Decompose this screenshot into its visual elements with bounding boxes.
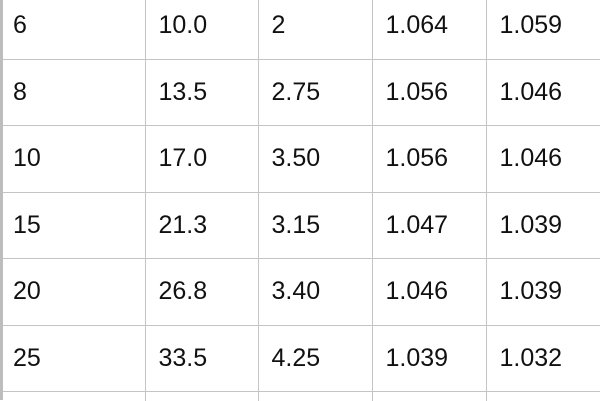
table-cell [371, 391, 487, 401]
table-cell: 2 [257, 0, 373, 60]
table-row: 20 26.8 3.40 1.046 1.039 [0, 258, 600, 326]
table-cell: 21.3 [144, 191, 259, 259]
table-cell: 15 [0, 191, 146, 259]
table-row: 25 33.5 4.25 1.039 1.032 [0, 324, 600, 392]
table-row: 8 13.5 2.75 1.056 1.046 [0, 58, 600, 126]
table-row: 15 21.3 3.15 1.047 1.039 [0, 191, 600, 259]
table-cell: 4.25 [257, 324, 373, 392]
table-cell: 10.0 [144, 0, 259, 60]
table-cell: 1.056 [371, 58, 487, 126]
table-cell: 6 [0, 0, 146, 60]
table-cell: 1.039 [485, 191, 600, 259]
table-cell [0, 391, 146, 401]
table-cell: 25 [0, 324, 146, 392]
table-cell: 2.75 [257, 58, 373, 126]
table-cell [485, 391, 600, 401]
table-cell: 8 [0, 58, 146, 126]
table-cell: 20 [0, 258, 146, 326]
table-cell: 1.032 [485, 324, 600, 392]
table-cell: 13.5 [144, 58, 259, 126]
table-cell: 17.0 [144, 125, 259, 193]
table-cell: 3.50 [257, 125, 373, 193]
table-cell: 1.046 [485, 125, 600, 193]
table-cell: 10 [0, 125, 146, 193]
table-cell: 3.40 [257, 258, 373, 326]
table-cell: 1.059 [485, 0, 600, 60]
table-cell: 26.8 [144, 258, 259, 326]
table-cell: 1.039 [371, 324, 487, 392]
table-cell: 1.064 [371, 0, 487, 60]
table-cell: 1.047 [371, 191, 487, 259]
table-cell: 1.046 [485, 58, 600, 126]
table-cell: 1.039 [485, 258, 600, 326]
left-edge-border [0, 0, 3, 400]
table-cell [257, 391, 373, 401]
table-cell: 3.15 [257, 191, 373, 259]
table-cell: 1.056 [371, 125, 487, 193]
table-cell [144, 391, 259, 401]
table-row: 10 17.0 3.50 1.056 1.046 [0, 125, 600, 193]
table-cell: 1.046 [371, 258, 487, 326]
table-cell: 33.5 [144, 324, 259, 392]
table-row: 6 10.0 2 1.064 1.059 [0, 0, 600, 60]
table-row-partial [0, 391, 600, 401]
